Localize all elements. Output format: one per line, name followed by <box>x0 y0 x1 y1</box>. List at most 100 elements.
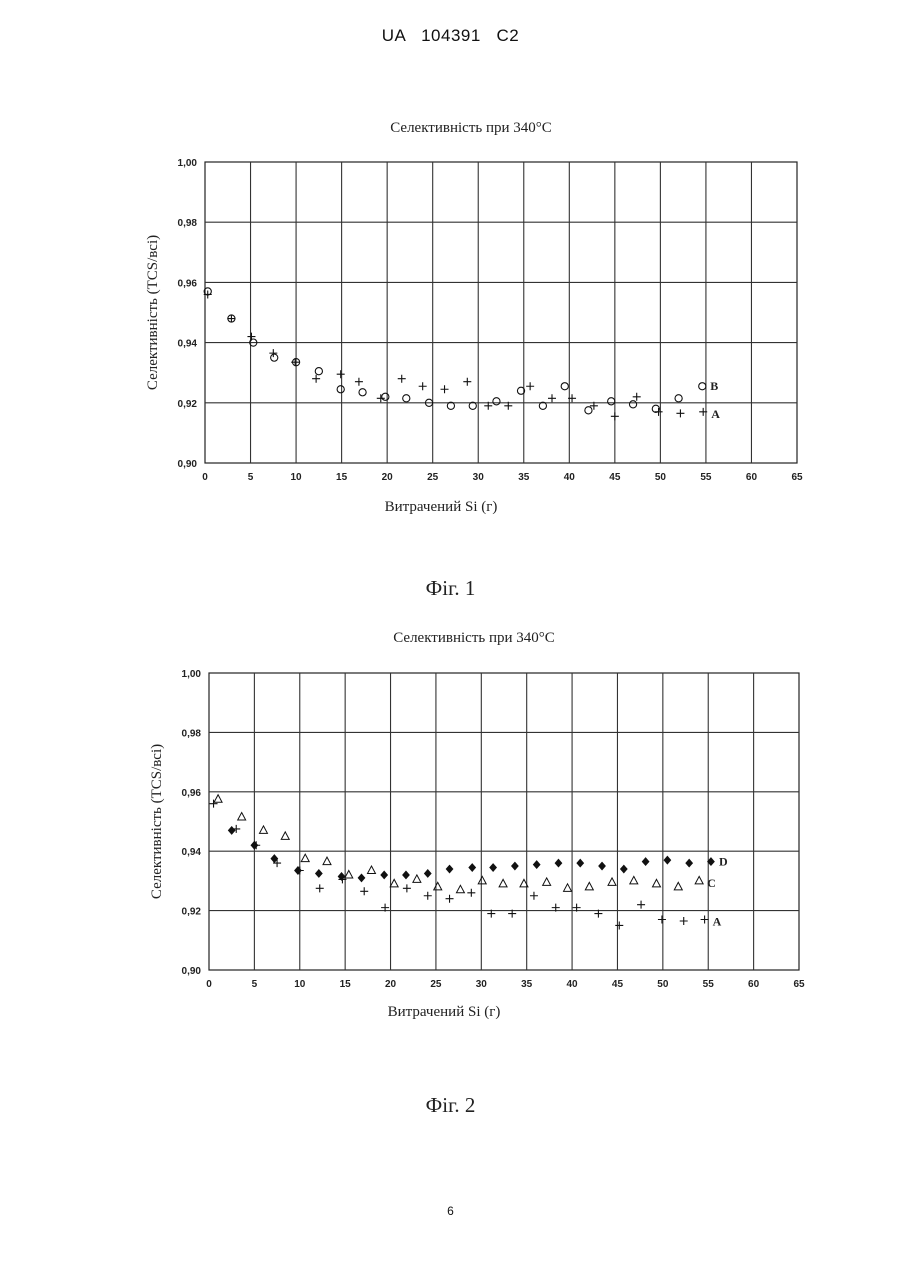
data-point-plus <box>210 800 218 808</box>
x-tick-label: 15 <box>340 979 352 990</box>
x-tick-label: 65 <box>793 979 805 990</box>
data-point-plus <box>360 887 368 895</box>
data-point-diamond <box>446 865 453 873</box>
data-point-plus <box>446 895 454 903</box>
data-point-triangle <box>543 878 551 886</box>
data-point-triangle <box>630 876 638 884</box>
data-point-triangle <box>259 826 267 834</box>
x-tick-label: 45 <box>609 472 621 483</box>
x-tick-label: 60 <box>746 472 758 483</box>
data-point-triangle <box>695 876 703 884</box>
x-tick-label: 25 <box>427 472 439 483</box>
data-point-circle <box>382 393 389 400</box>
data-point-circle <box>699 383 706 390</box>
data-point-diamond <box>402 871 409 879</box>
data-point-plus <box>424 892 432 900</box>
data-point-plus <box>658 916 666 924</box>
data-point-circle <box>585 407 592 414</box>
x-tick-label: 10 <box>291 472 303 483</box>
data-point-diamond <box>381 871 388 879</box>
x-tick-label: 30 <box>476 979 488 990</box>
x-tick-label: 20 <box>382 472 394 483</box>
x-tick-label: 10 <box>294 979 306 990</box>
data-point-triangle <box>281 832 289 840</box>
y-tick-label: 0,92 <box>182 907 202 918</box>
data-point-diamond <box>251 841 258 849</box>
series-c <box>214 795 703 893</box>
series-label-a: A <box>711 407 720 421</box>
data-point-diamond <box>577 859 584 867</box>
document-header: UA 104391 C2 <box>0 26 901 46</box>
series-d <box>228 826 714 882</box>
chart-title: Селективність при 340°C <box>393 630 555 646</box>
x-tick-label: 20 <box>385 979 397 990</box>
x-tick-label: 35 <box>518 472 530 483</box>
data-point-plus <box>337 370 345 378</box>
y-tick-label: 0,94 <box>182 847 202 858</box>
data-point-triangle <box>367 866 375 874</box>
data-point-triangle <box>652 879 660 887</box>
data-point-diamond <box>315 869 322 877</box>
figure-1-caption: Фіг. 1 <box>0 576 901 601</box>
data-point-circle <box>629 401 636 408</box>
data-point-diamond <box>424 869 431 877</box>
data-point-plus <box>312 375 320 383</box>
x-tick-label: 60 <box>748 979 760 990</box>
y-axis-label: Селективність (TCS/всі) <box>149 744 165 899</box>
data-point-triangle <box>564 884 572 892</box>
data-point-plus <box>526 382 534 390</box>
data-point-diamond <box>490 864 497 872</box>
selectivity-chart-fig2: Селективність при 340°C05101520253035404… <box>0 612 901 1042</box>
data-point-diamond <box>642 858 649 866</box>
data-point-plus <box>676 409 684 417</box>
data-point-circle <box>493 398 500 405</box>
data-point-plus <box>355 378 363 386</box>
y-tick-label: 0,92 <box>178 399 198 410</box>
data-point-circle <box>608 398 615 405</box>
y-tick-label: 0,96 <box>182 788 202 799</box>
x-tick-label: 35 <box>521 979 533 990</box>
x-tick-label: 55 <box>703 979 715 990</box>
data-point-plus <box>398 375 406 383</box>
data-point-diamond <box>599 862 606 870</box>
y-tick-label: 0,98 <box>178 218 198 229</box>
data-point-triangle <box>434 882 442 890</box>
data-point-triangle <box>413 875 421 883</box>
data-point-triangle <box>345 870 353 878</box>
data-point-triangle <box>478 876 486 884</box>
x-tick-label: 5 <box>252 979 258 990</box>
x-tick-label: 50 <box>655 472 667 483</box>
data-point-plus <box>701 916 709 924</box>
data-point-diamond <box>294 867 301 875</box>
data-point-triangle <box>323 857 331 865</box>
data-point-circle <box>403 395 410 402</box>
figure-2-caption: Фіг. 2 <box>0 1093 901 1118</box>
data-point-circle <box>315 368 322 375</box>
data-point-plus <box>316 884 324 892</box>
data-point-plus <box>611 412 619 420</box>
plot-frame <box>209 673 799 970</box>
data-point-diamond <box>533 861 540 869</box>
y-tick-label: 1,00 <box>182 669 202 680</box>
series-label-a: A <box>713 915 722 929</box>
page-number: 6 <box>0 1204 901 1218</box>
data-point-diamond <box>620 865 627 873</box>
chart-title: Селективність при 340°C <box>390 120 552 136</box>
x-tick-label: 55 <box>700 472 712 483</box>
data-point-triangle <box>390 879 398 887</box>
series-a <box>210 800 709 930</box>
data-point-plus <box>637 901 645 909</box>
series-label-c: C <box>707 876 716 890</box>
data-point-plus <box>419 382 427 390</box>
x-tick-label: 50 <box>657 979 669 990</box>
x-tick-label: 65 <box>791 472 803 483</box>
data-point-plus <box>633 393 641 401</box>
data-point-plus <box>467 889 475 897</box>
data-point-plus <box>530 892 538 900</box>
x-tick-label: 0 <box>206 979 212 990</box>
series-label-b: B <box>710 379 718 393</box>
y-axis-label: Селективність (TCS/всі) <box>145 235 161 390</box>
data-point-triangle <box>585 882 593 890</box>
data-point-circle <box>337 386 344 393</box>
x-tick-label: 5 <box>248 472 254 483</box>
